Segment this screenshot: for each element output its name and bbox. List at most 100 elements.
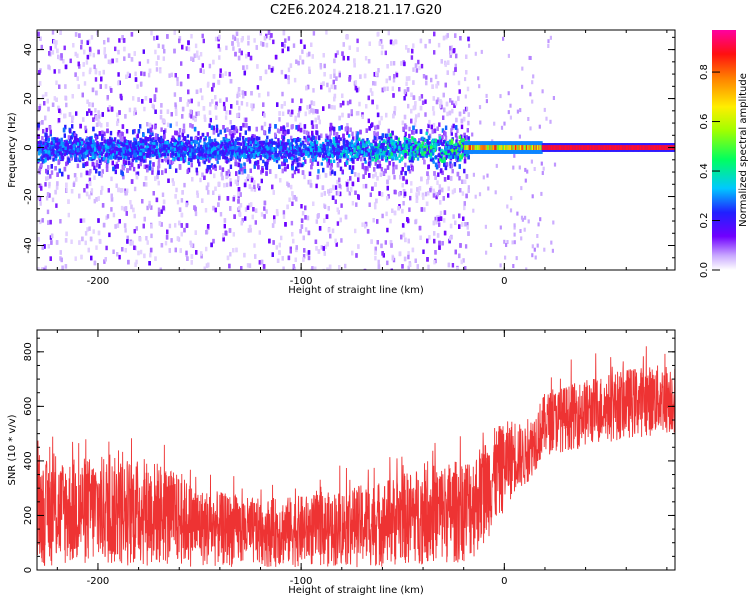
heat-cell (139, 161, 142, 167)
heat-cell (452, 70, 456, 76)
heat-cell (133, 137, 136, 142)
heat-cell (193, 53, 196, 58)
heat-cell (487, 186, 490, 191)
heat-cell (402, 201, 405, 206)
heat-cell (519, 229, 522, 233)
heat-cell (103, 47, 106, 52)
heat-cell (168, 73, 171, 78)
heat-cell (418, 225, 422, 231)
heat-cell (299, 39, 303, 44)
heat-cell (106, 148, 109, 153)
heat-cell (60, 55, 63, 61)
heat-cell (381, 213, 384, 219)
heat-cell (181, 132, 184, 138)
heat-cell (75, 157, 78, 162)
heat-cell (367, 118, 370, 124)
heat-cell (103, 259, 106, 264)
heat-cell (149, 132, 152, 137)
heat-cell (295, 59, 298, 64)
heat-cell (311, 161, 314, 166)
heat-cell (336, 141, 339, 146)
heat-cell (530, 159, 533, 164)
heat-cell (156, 35, 159, 40)
heat-cell (155, 67, 159, 72)
heat-cell (218, 34, 221, 40)
heat-cell (407, 251, 410, 256)
heat-cell (56, 181, 59, 186)
heat-cell (58, 69, 61, 74)
heat-cell (149, 127, 153, 133)
heat-cell (193, 205, 196, 210)
heat-cell (57, 159, 61, 164)
heat-cell (290, 124, 293, 130)
heat-cell (82, 71, 85, 77)
heat-cell (224, 71, 227, 76)
heat-cell (98, 70, 101, 76)
heat-cell (358, 101, 361, 107)
heat-cell (244, 130, 247, 135)
heat-cell (283, 43, 286, 49)
heat-cell (297, 124, 300, 130)
heat-cell (425, 201, 429, 206)
heat-cell (58, 55, 62, 61)
heat-cell (383, 86, 386, 92)
heat-cell (150, 247, 153, 253)
heat-cell (217, 181, 221, 187)
heat-cell (333, 58, 336, 64)
heat-cell (294, 155, 298, 161)
heat-cell (166, 34, 169, 39)
heat-cell (271, 252, 274, 257)
heat-cell (241, 166, 244, 172)
heat-cell (272, 190, 275, 195)
heat-cell (386, 165, 390, 170)
heat-cell (91, 102, 94, 108)
heat-cell (155, 87, 158, 93)
heat-cell (86, 161, 89, 166)
heat-cell (415, 192, 418, 197)
heat-cell (124, 228, 127, 233)
heat-cell (185, 46, 188, 51)
heat-cell (144, 158, 147, 163)
heat-cell (209, 117, 212, 123)
heat-cell (417, 191, 421, 196)
heat-cell (452, 48, 455, 54)
heat-cell (331, 169, 334, 175)
heat-cell (163, 130, 166, 135)
heat-cell (135, 174, 139, 180)
heat-cell (407, 103, 410, 109)
heat-cell (231, 130, 234, 136)
heat-cell (41, 218, 44, 223)
heat-cell (418, 138, 421, 143)
heat-cell (260, 178, 263, 184)
heat-cell (203, 175, 206, 180)
heat-cell (218, 165, 222, 170)
heat-cell (273, 219, 276, 224)
heat-cell (92, 162, 96, 167)
heat-cell (183, 268, 186, 270)
heat-cell (293, 77, 297, 83)
heat-cell (286, 181, 289, 186)
heat-cell (282, 135, 286, 140)
heat-cell (346, 100, 350, 106)
heat-cell (116, 252, 119, 257)
heat-cell (351, 165, 355, 170)
heat-cell (100, 123, 103, 128)
heat-cell (357, 172, 360, 178)
heat-cell (454, 63, 457, 69)
heat-cell (155, 197, 159, 203)
heat-cell (369, 192, 372, 197)
heat-cell (472, 172, 475, 177)
heat-cell (53, 69, 56, 74)
heat-cell (520, 215, 524, 220)
heat-cell (46, 98, 49, 104)
heat-cell (381, 133, 385, 138)
heat-cell (159, 109, 163, 115)
heat-cell (399, 191, 402, 196)
heat-cell (126, 239, 129, 244)
heat-cell (98, 131, 102, 136)
heat-cell (134, 262, 137, 267)
heat-cell (275, 245, 278, 250)
heat-cell (195, 167, 198, 173)
heat-cell (460, 124, 464, 130)
heat-cell (90, 188, 94, 193)
